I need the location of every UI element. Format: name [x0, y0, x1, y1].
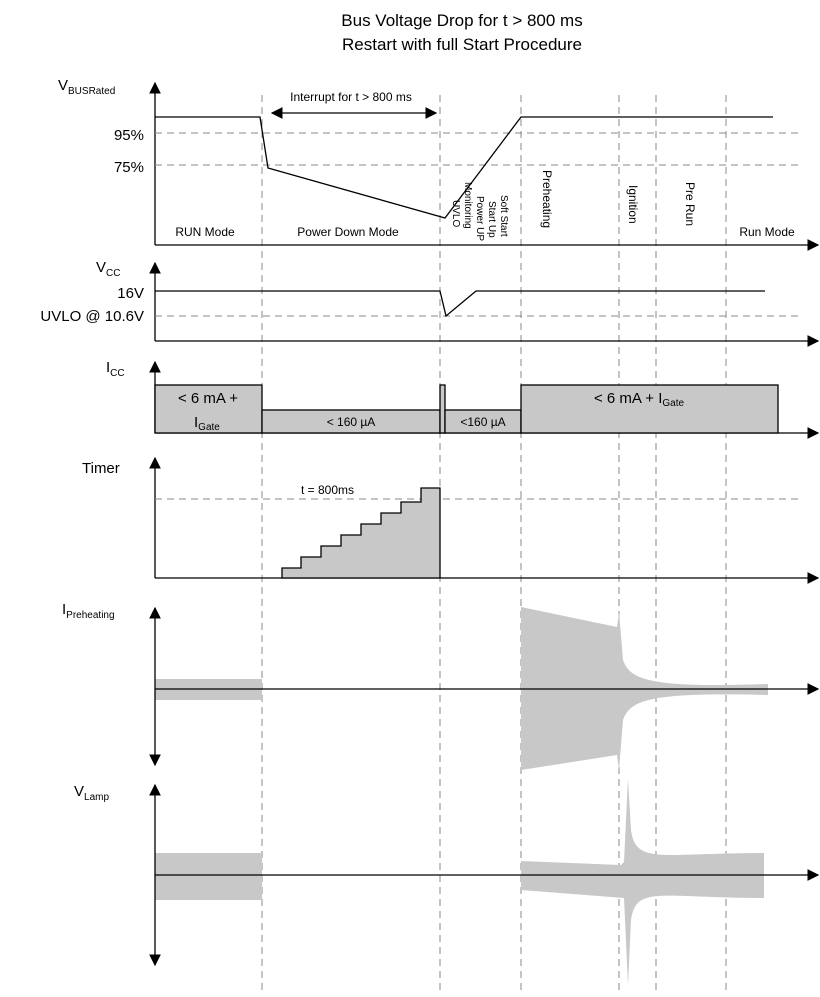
title-line1: Bus Voltage Drop for t > 800 ms [341, 11, 582, 30]
icc-panel: ICC < 6 mA + IGate < 160 µA <160 µA < 6 … [106, 359, 820, 439]
icc-preheat-sub: Gate [662, 398, 684, 409]
icc-run-sub: Gate [198, 422, 220, 433]
svg-text:IPreheating: IPreheating [62, 601, 115, 621]
icc-run-i: I [194, 414, 198, 431]
timer-threshold-label: t = 800ms [301, 483, 354, 497]
phase-divider-lines [261, 95, 727, 990]
vlamp-label-sub: Lamp [84, 792, 109, 803]
vbus-label: V [58, 77, 68, 94]
vcc-label-sub: CC [106, 268, 120, 279]
mode-soft-start: Soft Start [498, 195, 509, 237]
mode-run-end: Run Mode [739, 225, 795, 239]
vlamp-panel: VLamp [74, 779, 820, 985]
svg-text:VLamp: VLamp [74, 783, 109, 803]
ipreheating-panel: IPreheating [62, 601, 820, 770]
icc-powerdown-label: < 160 µA [327, 415, 376, 429]
vcc-label: V [96, 259, 106, 276]
mode-preheating: Preheating [540, 170, 554, 228]
vbus-label-sub: BUSRated [68, 86, 115, 97]
mode-monitoring: Monitoring [462, 182, 473, 229]
vbus-level-95: 95% [114, 127, 144, 144]
icc-run-block [154, 384, 263, 434]
vcc-level-16v: 16V [117, 285, 144, 302]
timer-label: Timer [82, 460, 120, 477]
svg-text:< 6 mA + IGate: < 6 mA + IGate [594, 390, 684, 409]
mode-uvlo: UVLO [450, 200, 461, 227]
vlamp-preheat-band [521, 779, 764, 985]
icc-label-sub: CC [110, 368, 124, 379]
timer-staircase [281, 487, 441, 579]
mode-power-down: Power Down Mode [297, 225, 399, 239]
vlamp-run-band [155, 853, 262, 900]
vcc-panel: VCC 16V UVLO @ 10.6V [40, 259, 820, 347]
svg-text:ICC: ICC [106, 359, 125, 379]
mode-ignition: Ignition [626, 185, 640, 224]
mode-start-up: Start Up [486, 201, 497, 238]
interrupt-label: Interrupt for t > 800 ms [290, 90, 412, 104]
vcc-signal [155, 290, 765, 318]
icc-startup-label: <160 µA [460, 415, 505, 429]
timer-panel: Timer t = 800ms [82, 456, 820, 584]
icc-spike-block [439, 384, 446, 434]
icc-label: I [106, 359, 110, 376]
vcc-level-uvlo: UVLO @ 10.6V [40, 308, 144, 325]
ipre-label: I [62, 601, 66, 618]
icc-preheat-label: < 6 mA + I [594, 390, 662, 407]
mode-power-up: Power UP [474, 196, 485, 241]
svg-text:VCC: VCC [96, 259, 120, 279]
vlamp-label: V [74, 783, 84, 800]
mode-run: RUN Mode [175, 225, 235, 239]
vbus-level-75: 75% [114, 159, 144, 176]
icc-preheat-block [520, 384, 779, 434]
title-line2: Restart with full Start Procedure [342, 35, 582, 54]
icc-run-label: < 6 mA + [178, 390, 238, 407]
vbus-signal [155, 116, 773, 219]
ipre-label-sub: Preheating [66, 610, 114, 621]
svg-text:IGate: IGate [194, 414, 220, 433]
mode-pre-run: Pre Run [683, 182, 697, 226]
svg-text:VBUSRated: VBUSRated [58, 77, 115, 97]
vbus-panel: VBUSRated 95% 75% Interrupt for t > 800 … [58, 77, 820, 251]
